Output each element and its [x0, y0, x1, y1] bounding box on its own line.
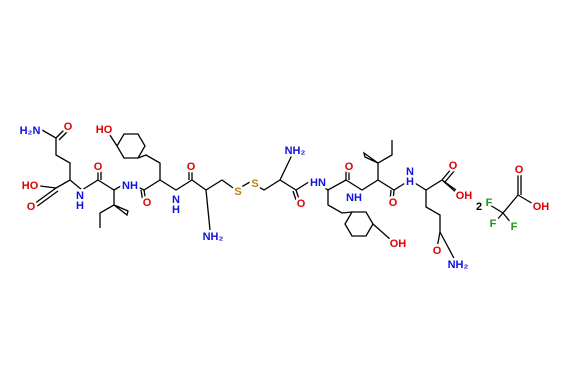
atom-label: O — [94, 161, 103, 173]
atom-label: S — [234, 186, 241, 198]
atom-label: O — [27, 201, 36, 213]
atom-label: O — [187, 161, 196, 173]
atom-label: N — [172, 194, 180, 206]
atom-label: H — [172, 204, 180, 216]
atom-label: S — [251, 178, 258, 190]
atom-label: H₂N — [20, 125, 41, 137]
atom-label: O — [64, 121, 73, 133]
stoichiometry: 2 — [476, 201, 482, 213]
atom-label: N — [406, 166, 414, 178]
atom-label: O — [345, 161, 354, 173]
atom-label: NH₂ — [203, 231, 224, 243]
atom-label: NH — [346, 192, 362, 204]
atom-labels: H₂N O HO O N H O NH HO O N H O NH₂ S S N… — [17, 118, 552, 273]
atom-label: NH — [122, 180, 138, 192]
atom-label: O — [515, 164, 524, 176]
atom-label: H — [76, 200, 84, 212]
atom-label: O — [433, 245, 442, 257]
atom-label: OH — [456, 190, 473, 202]
bonds — [33, 127, 536, 263]
atom-label: O — [389, 197, 398, 209]
atom-label: O — [449, 160, 458, 172]
atom-label: H — [406, 176, 414, 188]
atom-label: NH₂ — [285, 145, 306, 157]
atom-label: NH₂ — [448, 259, 469, 271]
atom-label: O — [143, 197, 152, 209]
atom-label: HO — [96, 124, 113, 136]
atom-label: F — [486, 197, 493, 209]
atom-label: OH — [533, 201, 550, 213]
atom-label: F — [511, 221, 518, 233]
atom-label: N — [76, 190, 84, 202]
atom-label: O — [297, 198, 306, 210]
atom-label: F — [490, 218, 497, 230]
atom-label: HO — [22, 180, 39, 192]
atom-label: OH — [390, 238, 407, 250]
atom-label: HN — [310, 177, 326, 189]
